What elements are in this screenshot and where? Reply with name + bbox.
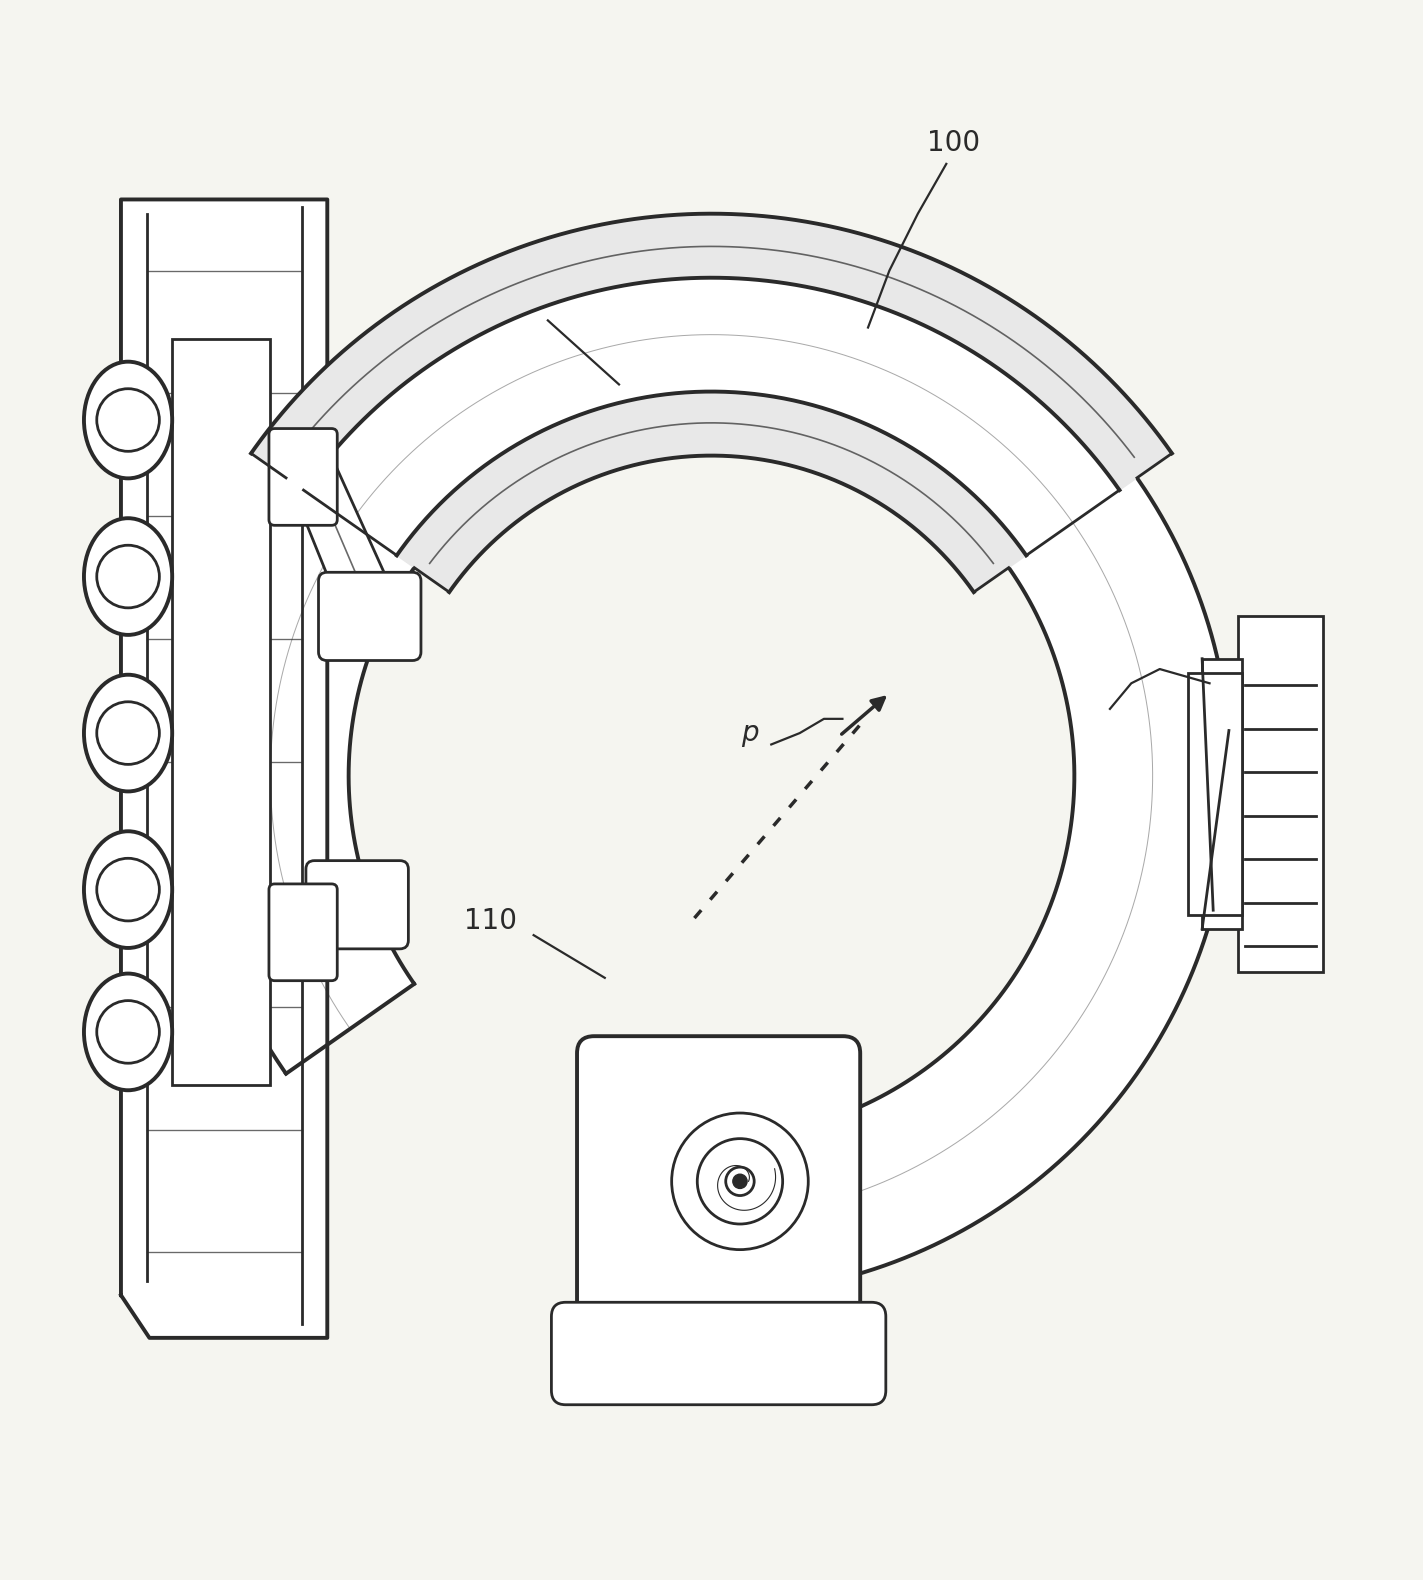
Circle shape	[733, 1174, 747, 1188]
Polygon shape	[397, 392, 1026, 592]
FancyBboxPatch shape	[1188, 673, 1242, 915]
Circle shape	[697, 1139, 783, 1225]
Polygon shape	[1207, 730, 1238, 912]
FancyBboxPatch shape	[761, 1101, 813, 1161]
FancyBboxPatch shape	[319, 572, 421, 660]
Ellipse shape	[84, 831, 172, 948]
FancyBboxPatch shape	[610, 1101, 662, 1161]
Ellipse shape	[84, 362, 172, 479]
Circle shape	[97, 702, 159, 765]
Circle shape	[97, 389, 159, 452]
FancyBboxPatch shape	[172, 338, 270, 1084]
Text: p: p	[741, 719, 758, 747]
Text: 105: 105	[1211, 681, 1265, 709]
Circle shape	[672, 1112, 808, 1250]
Text: 100: 100	[926, 128, 980, 156]
Polygon shape	[250, 213, 1173, 490]
Ellipse shape	[84, 518, 172, 635]
FancyBboxPatch shape	[1238, 616, 1323, 972]
Ellipse shape	[84, 973, 172, 1090]
FancyBboxPatch shape	[306, 861, 408, 950]
Polygon shape	[306, 431, 391, 653]
Polygon shape	[121, 199, 327, 1338]
FancyBboxPatch shape	[269, 883, 337, 981]
Circle shape	[726, 1168, 754, 1196]
Text: 110: 110	[464, 907, 518, 935]
Polygon shape	[306, 874, 374, 978]
Circle shape	[97, 858, 159, 921]
Circle shape	[97, 545, 159, 608]
FancyBboxPatch shape	[552, 1302, 885, 1405]
FancyBboxPatch shape	[578, 1036, 859, 1334]
FancyBboxPatch shape	[269, 428, 337, 525]
FancyBboxPatch shape	[1202, 659, 1242, 929]
Circle shape	[97, 1000, 159, 1063]
Ellipse shape	[84, 675, 172, 792]
Polygon shape	[192, 256, 1231, 1288]
Text: 102: 102	[478, 284, 532, 313]
